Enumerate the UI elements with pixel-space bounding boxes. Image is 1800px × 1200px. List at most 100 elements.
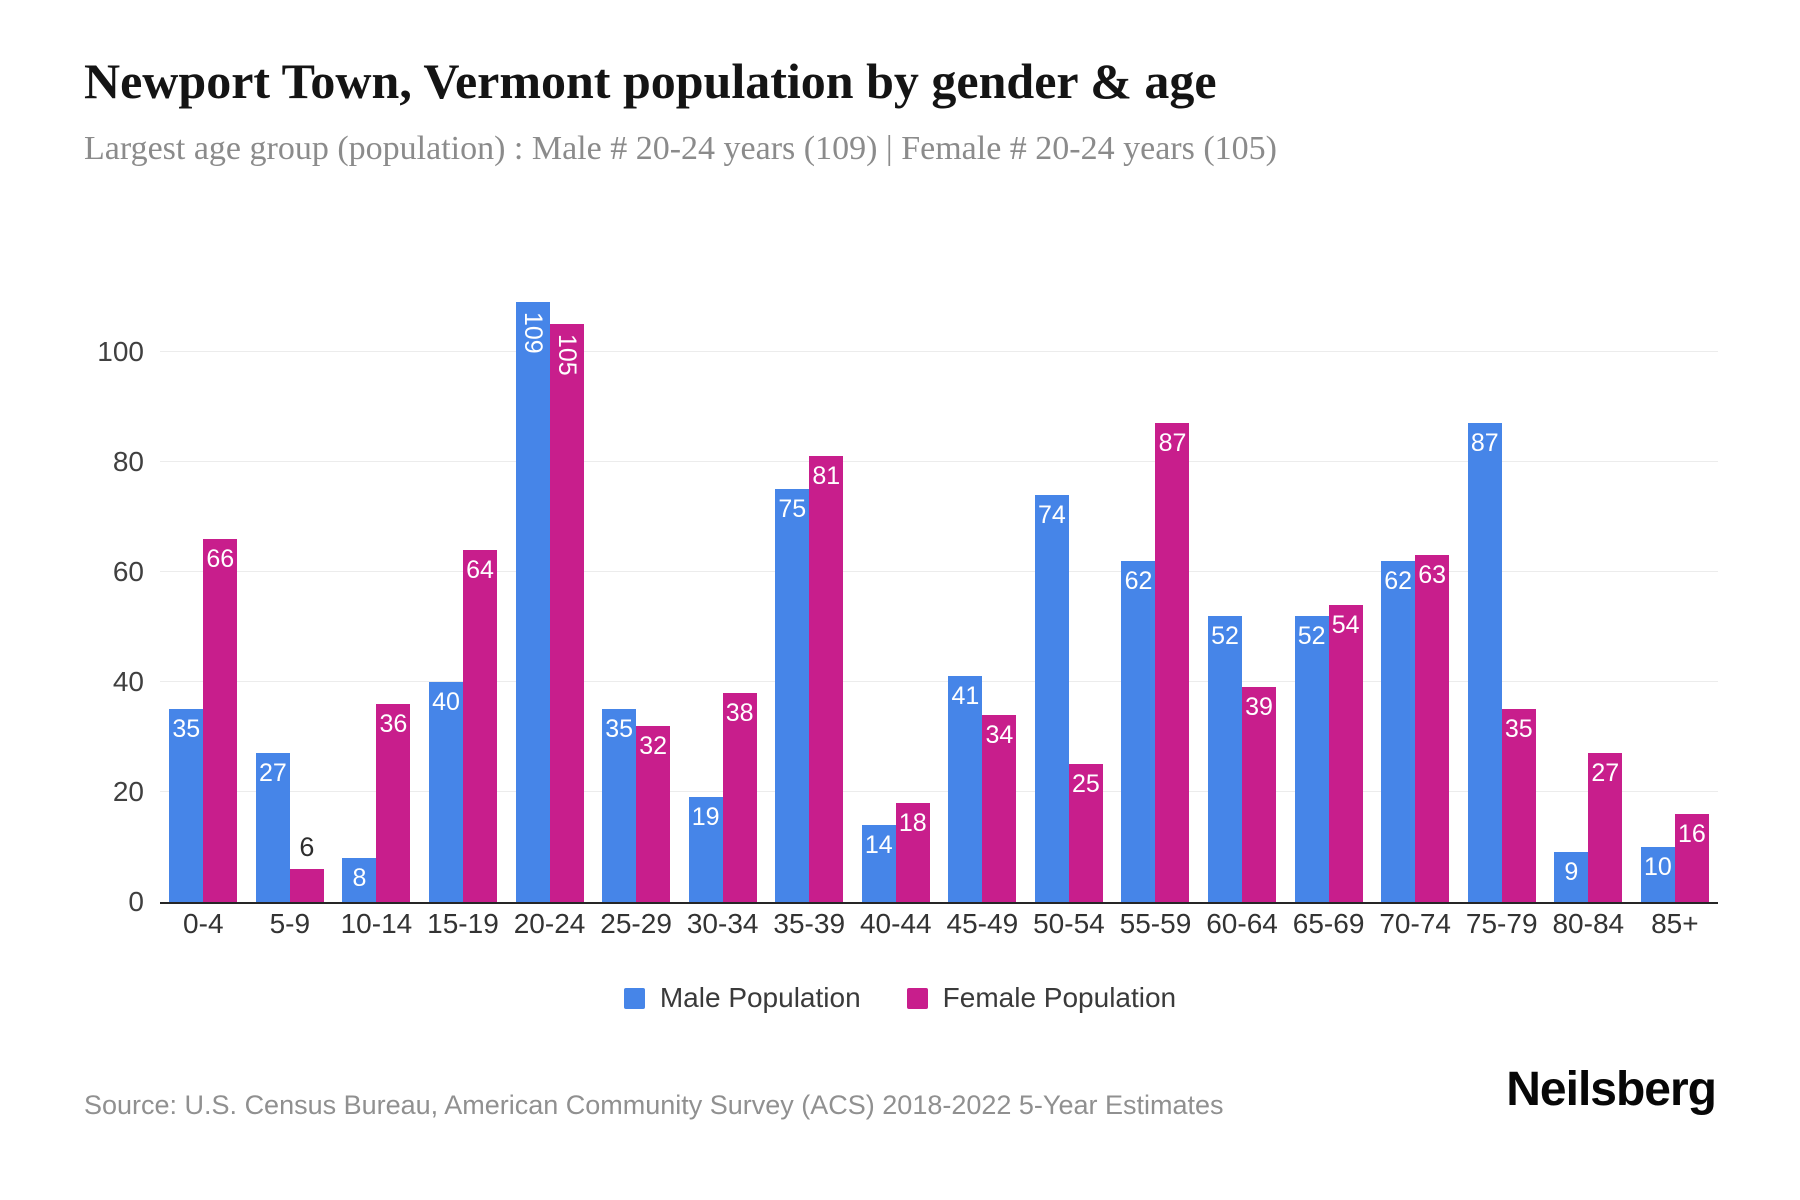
x-tick-label-0-4: 0-4 — [183, 908, 224, 939]
bar-female-60-64: 39 — [1242, 687, 1277, 902]
bar-male-75-79: 87 — [1467, 423, 1502, 902]
bar-female-75-79: 35 — [1501, 709, 1536, 902]
bar-value-label: 74 — [1038, 500, 1066, 529]
legend-item-male-population: Male Population — [623, 982, 861, 1014]
bar-value-label: 35 — [172, 715, 201, 744]
bar-female-65-69: 54 — [1328, 604, 1363, 902]
bar-value-label: 66 — [206, 544, 235, 573]
gridline — [160, 680, 1718, 682]
bar-female-0-4: 66 — [203, 538, 238, 902]
bar-value-label: 54 — [1331, 610, 1360, 639]
bar-value-label: 8 — [352, 863, 367, 892]
plot-area: 0 20 40 60 80 100 35 66 27 6 8 36 40 64 109 105 35 32 19 38… — [97, 258, 1718, 917]
bar-female-10-14: 36 — [376, 703, 411, 902]
legend: Male Population Female Population — [0, 982, 1800, 1014]
x-tick-label-15-19: 15-19 — [427, 908, 499, 939]
chart-subtitle: Largest age group (population) : Male # … — [84, 130, 1278, 167]
bar-value-label: 63 — [1418, 561, 1447, 590]
bar-value-label: 105 — [553, 334, 582, 376]
bar-value-label: 81 — [812, 462, 841, 491]
bar-value-label: 16 — [1677, 819, 1706, 848]
bar-value-label: 10 — [1643, 852, 1672, 881]
bar-value-label: 35 — [1504, 715, 1533, 744]
bar-female-45-49: 34 — [982, 714, 1017, 902]
bar-male-70-74: 62 — [1381, 560, 1416, 902]
bar-male-20-24: 109 — [515, 302, 550, 902]
x-tick-label-55-59: 55-59 — [1119, 908, 1192, 939]
x-tick-label-25-29: 25-29 — [600, 908, 672, 939]
bar-female-20-24: 105 — [549, 324, 584, 902]
bar-value-label: 35 — [605, 715, 633, 744]
y-tick-label: 60 — [112, 555, 144, 587]
source-note: Source: U.S. Census Bureau, American Com… — [84, 1090, 1224, 1120]
x-tick-label-70-74: 70-74 — [1379, 908, 1451, 939]
bar-value-label: 27 — [1591, 759, 1620, 788]
bar-value-label: 64 — [466, 555, 494, 584]
legend-swatch-male-population — [623, 987, 645, 1009]
bar-male-55-59: 62 — [1121, 560, 1156, 902]
x-tick-label-5-9: 5-9 — [269, 908, 311, 939]
bar-value-label: 14 — [864, 830, 893, 859]
bar-group-30-34: 19 38 — [679, 258, 766, 902]
bar-group-40-44: 14 18 — [853, 258, 940, 902]
gridline — [160, 460, 1718, 462]
bar-value-label: 40 — [432, 687, 460, 716]
bar-value-label: 62 — [1384, 566, 1413, 595]
legend-swatch-female-population — [906, 987, 928, 1009]
x-tick-label-20-24: 20-24 — [513, 908, 586, 939]
bar-male-50-54: 74 — [1034, 494, 1069, 902]
chart-title: Newport Town, Vermont population by gend… — [84, 53, 1217, 109]
bar-male-10-14: 8 — [342, 857, 377, 902]
legend-label: Female Population — [942, 982, 1177, 1013]
y-tick-label: 80 — [112, 445, 144, 477]
bar-male-0-4: 35 — [169, 709, 204, 902]
bar-group-70-74: 62 63 — [1372, 258, 1459, 902]
x-tick-label-10-14: 10-14 — [340, 908, 413, 939]
bar-group-50-54: 74 25 — [1026, 258, 1113, 902]
bar-group-20-24: 109 105 — [506, 258, 593, 902]
x-tick-label-75-79: 75-79 — [1465, 908, 1538, 939]
bar-male-60-64: 52 — [1208, 615, 1243, 902]
bar-value-label: 36 — [379, 709, 408, 738]
y-tick-label: 20 — [112, 775, 144, 807]
bar-group-65-69: 52 54 — [1285, 258, 1372, 902]
bar-female-30-34: 38 — [722, 692, 757, 902]
brand-logo: Neilsberg — [1506, 1063, 1717, 1116]
bar-value-label: 52 — [1297, 621, 1326, 650]
bar-male-65-69: 52 — [1294, 615, 1329, 902]
bar-value-label: 6 — [299, 831, 315, 862]
bar-male-35-39: 75 — [775, 489, 810, 902]
bar-group-75-79: 87 35 — [1458, 258, 1545, 902]
bar-female-50-54: 25 — [1068, 764, 1103, 902]
bar-value-label: 38 — [725, 698, 754, 727]
bar-group-60-64: 52 39 — [1199, 258, 1286, 902]
bar-male-25-29: 35 — [602, 709, 637, 902]
bar-groups: 35 66 27 6 8 36 40 64 109 105 35 32 19 38 75 81 14 18 41 34… — [160, 258, 1718, 902]
bar-value-label: 87 — [1158, 429, 1187, 458]
gridline — [160, 790, 1718, 792]
bar-group-35-39: 75 81 — [766, 258, 853, 902]
x-tick-label-65-69: 65-69 — [1292, 908, 1365, 939]
bar-male-15-19: 40 — [428, 681, 463, 902]
y-tick-label: 40 — [112, 665, 144, 697]
bar-female-85plus: 16 — [1674, 813, 1709, 902]
y-tick-label: 100 — [97, 335, 144, 367]
bar-value-label: 109 — [519, 312, 548, 354]
bar-value-label: 25 — [1072, 770, 1100, 799]
bar-male-30-34: 19 — [688, 797, 723, 902]
bar-male-80-84: 9 — [1554, 852, 1589, 902]
bar-male-85plus: 10 — [1640, 846, 1675, 902]
bar-value-label: 75 — [778, 495, 807, 524]
bar-value-label: 32 — [639, 731, 667, 760]
bar-group-80-84: 9 27 — [1545, 258, 1632, 902]
bar-value-label: 9 — [1564, 858, 1579, 887]
bar-female-55-59: 87 — [1155, 423, 1190, 902]
legend-label: Male Population — [659, 982, 861, 1013]
bar-group-45-49: 41 34 — [939, 258, 1026, 902]
bar-female-40-44: 18 — [895, 802, 930, 902]
bar-female-25-29: 32 — [636, 725, 671, 902]
bar-group-15-19: 40 64 — [420, 258, 507, 902]
bar-female-15-19: 64 — [462, 549, 497, 902]
bar-value-label: 52 — [1211, 621, 1239, 650]
bar-value-label: 18 — [898, 808, 927, 837]
